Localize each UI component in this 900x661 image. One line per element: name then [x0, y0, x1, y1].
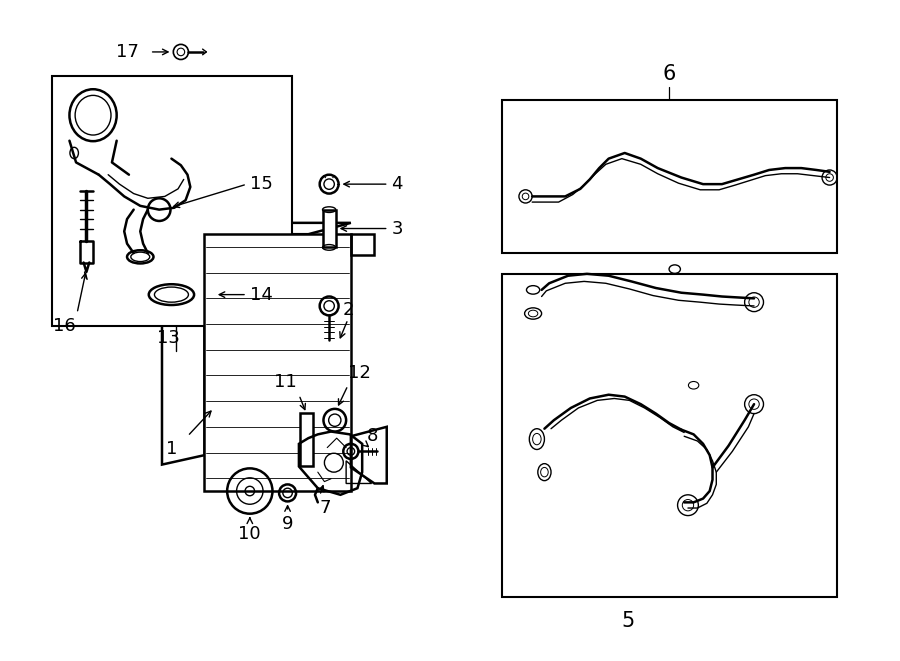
Bar [51, 75, 292, 326]
Text: 5: 5 [621, 611, 634, 631]
Text: 9: 9 [282, 515, 293, 533]
Text: 14: 14 [250, 286, 273, 303]
Bar [300, 412, 313, 465]
Bar [204, 234, 351, 491]
Text: 10: 10 [238, 525, 261, 543]
Text: 17: 17 [115, 43, 139, 61]
Text: 12: 12 [348, 364, 371, 382]
Bar [502, 100, 837, 253]
Text: 16: 16 [53, 317, 76, 334]
Text: 3: 3 [392, 219, 403, 237]
Text: 7: 7 [320, 499, 331, 517]
Bar [502, 274, 837, 597]
Text: 8: 8 [367, 427, 378, 446]
Text: 15: 15 [250, 175, 273, 193]
Text: 2: 2 [342, 301, 354, 319]
Text: 11: 11 [274, 373, 297, 391]
Text: 6: 6 [662, 63, 676, 84]
Text: 1: 1 [166, 440, 177, 457]
Text: 13: 13 [158, 329, 180, 347]
Bar [322, 210, 336, 247]
Text: 4: 4 [392, 175, 403, 193]
